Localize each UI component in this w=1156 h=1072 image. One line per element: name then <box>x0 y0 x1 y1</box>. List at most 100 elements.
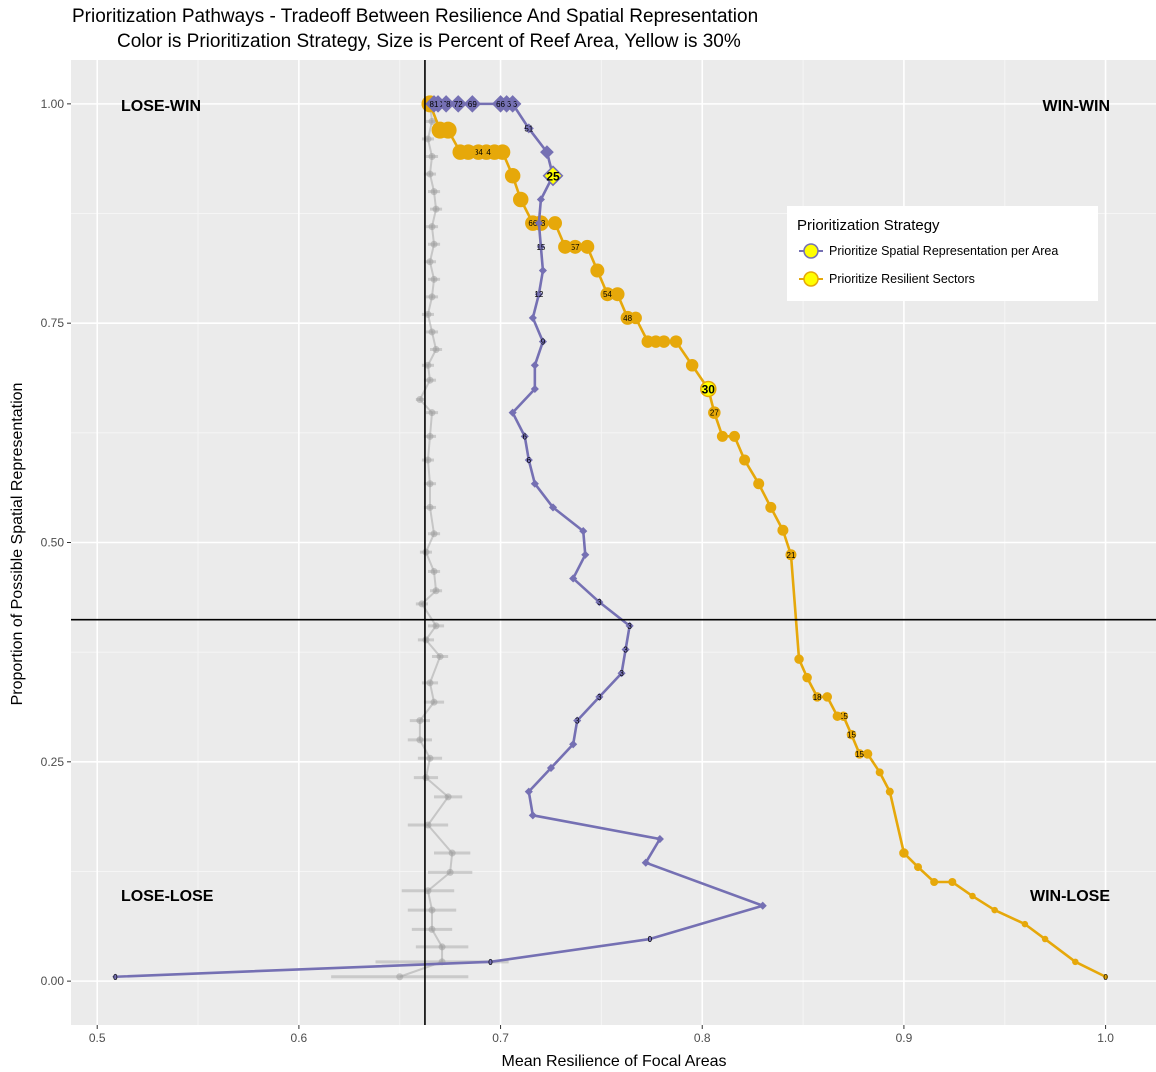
data-point <box>620 310 635 325</box>
data-point <box>777 524 789 536</box>
data-point <box>1041 935 1049 943</box>
data-point <box>579 527 588 536</box>
point-label: 54 <box>603 290 612 299</box>
data-point <box>112 973 119 980</box>
x-tick-label: 0.9 <box>896 1031 913 1045</box>
data-point <box>875 768 884 777</box>
baseline-point <box>430 275 438 283</box>
data-point <box>948 878 957 887</box>
point-label: 66 <box>528 219 537 228</box>
baseline-point <box>444 793 452 801</box>
point-label: 15 <box>847 731 856 740</box>
baseline-point <box>426 679 434 687</box>
data-point <box>969 892 976 900</box>
point-label: 15 <box>855 750 864 759</box>
reference-lines <box>71 60 1156 1025</box>
point-label: 66 <box>496 100 505 109</box>
point-label: 3 <box>597 693 602 702</box>
data-point <box>504 168 521 184</box>
x-tick-label: 0.5 <box>89 1031 106 1045</box>
baseline-point <box>416 717 424 725</box>
baseline-point <box>424 361 432 369</box>
baseline-point <box>422 636 430 644</box>
baseline-point <box>424 135 432 143</box>
point-label: 51 <box>524 124 533 133</box>
point-label: 12 <box>534 290 543 299</box>
data-point <box>617 669 626 678</box>
data-point <box>569 740 578 749</box>
legend-item-resilient: Prioritize Resilient Sectors <box>829 272 975 286</box>
baseline-point <box>436 653 444 661</box>
point-label: 9 <box>541 338 546 347</box>
point-label: 30 <box>702 382 716 396</box>
data-point <box>534 219 543 228</box>
quadrant-label-lose-lose: LOSE-LOSE <box>121 888 214 905</box>
x-tick-label: 1.0 <box>1097 1031 1114 1045</box>
point-label: 72 <box>454 100 463 109</box>
series-spatial: 000333333669121525515666666972787881 <box>112 95 767 982</box>
baseline-point <box>446 868 454 876</box>
baseline-point <box>428 925 436 933</box>
series-resilient: 01515151821273048545763668484 <box>421 95 1108 982</box>
baseline-point <box>430 530 438 538</box>
chart-subtitle: Color is Prioritization Strategy, Size i… <box>117 31 741 52</box>
data-point <box>548 216 563 231</box>
baseline-point <box>424 456 432 464</box>
data-point <box>528 313 537 322</box>
baseline-point <box>416 736 424 744</box>
data-point <box>568 239 583 254</box>
point-label: 78 <box>442 100 451 109</box>
data-point <box>899 848 909 858</box>
data-point <box>700 380 717 398</box>
data-point <box>573 716 582 725</box>
data-point <box>534 290 543 299</box>
data-point <box>758 901 767 910</box>
chart-title: Prioritization Pathways - Tradeoff Betwe… <box>72 6 758 27</box>
data-point <box>569 574 578 583</box>
baseline-point <box>432 205 440 213</box>
point-label: 18 <box>813 693 822 702</box>
data-point <box>1021 920 1029 928</box>
point-label: 48 <box>623 314 632 323</box>
data-point <box>491 95 510 113</box>
point-label: 69 <box>468 100 477 109</box>
x-tick-label: 0.6 <box>291 1031 308 1045</box>
baseline-point <box>438 943 446 951</box>
data-point <box>885 787 894 796</box>
data-point <box>540 145 554 159</box>
data-point <box>846 729 857 740</box>
baseline-point <box>396 973 404 981</box>
data-point <box>463 95 482 113</box>
baseline-point <box>426 258 434 266</box>
data-point <box>914 863 923 872</box>
data-point <box>646 935 653 943</box>
y-axis-ticks: 0.00 0.25 0.50 0.75 1.00 <box>41 97 71 988</box>
baseline-point <box>426 376 434 384</box>
y-tick-label: 0.25 <box>41 755 65 769</box>
y-axis-label: Proportion of Possible Spatial Represent… <box>9 383 26 706</box>
x-axis-label: Mean Resilience of Focal Areas <box>502 1053 727 1070</box>
baseline-point <box>426 432 434 440</box>
data-point <box>595 598 604 607</box>
baseline-point <box>428 153 436 160</box>
data-point <box>854 749 865 759</box>
data-point <box>1072 958 1079 966</box>
y-tick-label: 1.00 <box>41 97 65 111</box>
baseline-point <box>426 503 434 511</box>
data-point <box>546 763 556 773</box>
baseline-point <box>430 698 438 706</box>
data-point <box>832 711 843 721</box>
point-label: 3 <box>627 622 632 631</box>
data-point <box>538 337 547 346</box>
baseline-point <box>424 310 432 318</box>
point-label: 3 <box>575 717 580 726</box>
data-point <box>530 361 539 370</box>
baseline-point <box>430 240 438 248</box>
baseline-point <box>426 754 434 762</box>
data-point <box>625 621 634 630</box>
legend-box <box>787 206 1098 301</box>
point-label: 6 <box>523 432 528 441</box>
data-point <box>669 335 683 348</box>
baseline-point <box>448 849 456 857</box>
data-point <box>753 478 765 490</box>
